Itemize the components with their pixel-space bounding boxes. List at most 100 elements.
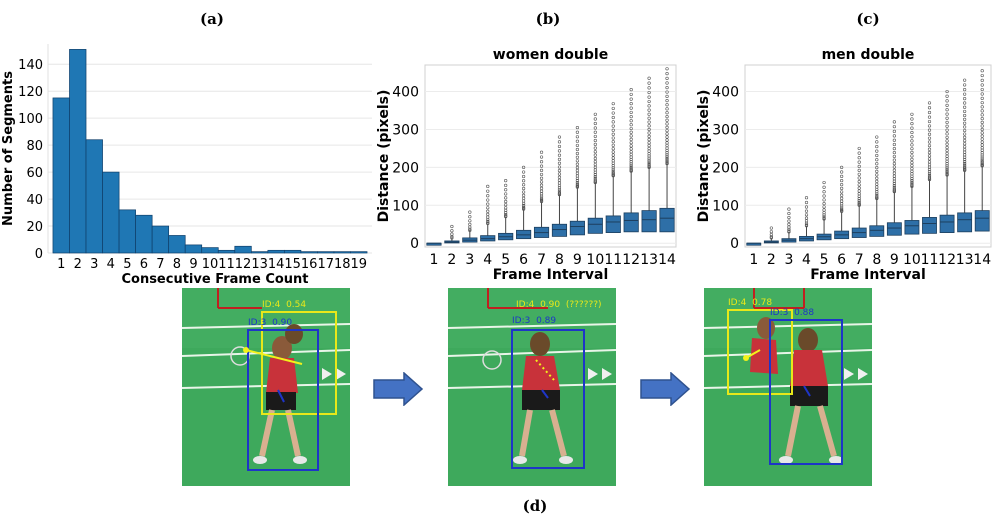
outlier-point-10 bbox=[593, 162, 597, 167]
outlier-point-14 bbox=[980, 87, 984, 92]
x-tick-label: 9 bbox=[189, 257, 197, 272]
outlier-point-3 bbox=[787, 222, 791, 226]
outlier-point-8 bbox=[557, 169, 562, 173]
panel-label-a: (a) bbox=[200, 10, 224, 28]
outlier-point-6 bbox=[840, 170, 844, 174]
outlier-point-10 bbox=[910, 122, 914, 126]
outlier-point-12 bbox=[945, 171, 949, 175]
outlier-point-5 bbox=[822, 198, 826, 202]
x-tick-label: 1 bbox=[430, 252, 439, 268]
outlier-point-5 bbox=[822, 190, 826, 194]
outlier-point-14 bbox=[980, 124, 984, 128]
outlier-point-11 bbox=[927, 160, 932, 164]
x-axis-title: Frame Interval bbox=[810, 267, 926, 283]
y-tick-label: 300 bbox=[392, 122, 419, 138]
box-9 bbox=[569, 220, 585, 236]
outlier-point-14 bbox=[665, 158, 669, 162]
outlier-point-12 bbox=[629, 134, 633, 138]
outlier-point-7 bbox=[539, 150, 544, 154]
outlier-point-14 bbox=[980, 134, 984, 138]
outlier-point-5 bbox=[504, 213, 508, 217]
arrow-icon-2 bbox=[640, 372, 691, 406]
outlier-point-11 bbox=[927, 132, 932, 136]
outlier-point-7 bbox=[857, 146, 861, 151]
outlier-point-2 bbox=[450, 224, 454, 229]
x-tick-label: 7 bbox=[855, 252, 864, 268]
tracking-frame-1: ID:4 0.54 ID:3 0.90 bbox=[182, 288, 350, 486]
outlier-point-8 bbox=[557, 135, 562, 139]
outlier-point-12 bbox=[629, 130, 633, 134]
outlier-point-8 bbox=[875, 173, 879, 177]
outlier-point-7 bbox=[857, 198, 861, 203]
frame-1-blue-label: ID:3 0.90 bbox=[248, 318, 293, 328]
outlier-point-14 bbox=[980, 92, 984, 96]
outlier-point-12 bbox=[629, 106, 633, 110]
outlier-point-10 bbox=[910, 150, 914, 154]
outlier-point-3 bbox=[468, 215, 472, 219]
outlier-point-14 bbox=[980, 73, 984, 78]
outlier-point-13 bbox=[963, 132, 967, 136]
bar-9 bbox=[184, 244, 203, 254]
outlier-point-14 bbox=[980, 96, 984, 101]
outlier-point-14 bbox=[665, 129, 669, 133]
outlier-point-13 bbox=[647, 156, 651, 160]
outlier-point-9 bbox=[575, 139, 579, 143]
outlier-point-9 bbox=[575, 162, 579, 166]
outlier-point-7 bbox=[857, 202, 861, 206]
outlier-point-10 bbox=[593, 178, 597, 182]
outlier-point-12 bbox=[945, 124, 949, 128]
outlier-point-4 bbox=[486, 206, 490, 210]
frame-2-blue-label: ID:3 0.89 bbox=[512, 316, 557, 326]
outlier-point-9 bbox=[892, 138, 896, 142]
outlier-point-13 bbox=[647, 137, 651, 142]
outlier-point-5 bbox=[504, 179, 508, 183]
outlier-point-4 bbox=[486, 184, 490, 188]
outlier-point-11 bbox=[611, 132, 615, 136]
outlier-point-4 bbox=[486, 189, 490, 193]
x-tick-label: 2 bbox=[447, 252, 456, 268]
x-tick-label: 3 bbox=[784, 252, 793, 268]
bar-6 bbox=[135, 214, 153, 254]
outlier-point-8 bbox=[557, 178, 562, 182]
outlier-point-10 bbox=[910, 139, 914, 143]
outlier-point-10 bbox=[593, 126, 597, 130]
outlier-point-14 bbox=[980, 83, 984, 87]
outlier-point-7 bbox=[857, 160, 861, 164]
outlier-point-6 bbox=[522, 193, 526, 197]
panel-label-c: (c) bbox=[856, 10, 880, 28]
outlier-point-7 bbox=[539, 196, 544, 200]
outlier-point-14 bbox=[665, 85, 669, 90]
outlier-point-5 bbox=[504, 199, 508, 204]
outlier-point-14 bbox=[980, 105, 984, 109]
arrow-icon-1 bbox=[373, 372, 424, 406]
outlier-point-12 bbox=[945, 112, 949, 116]
outlier-point-6 bbox=[840, 178, 844, 183]
outlier-point-5 bbox=[504, 203, 508, 207]
y-tick-label: 0 bbox=[35, 247, 43, 262]
outlier-point-8 bbox=[557, 149, 562, 153]
outlier-point-11 bbox=[611, 115, 615, 120]
outlier-point-10 bbox=[593, 146, 597, 150]
outlier-point-13 bbox=[963, 135, 967, 140]
y-axis-title: Distance (pixels) bbox=[376, 90, 392, 223]
outlier-point-14 bbox=[980, 101, 984, 105]
outlier-point-12 bbox=[945, 151, 949, 156]
bar-19 bbox=[350, 251, 368, 254]
outlier-point-5 bbox=[504, 183, 508, 187]
outlier-point-9 bbox=[892, 162, 896, 166]
x-tick-label: 2 bbox=[767, 252, 776, 268]
outlier-point-11 bbox=[611, 171, 615, 175]
x-tick-label: 5 bbox=[123, 257, 131, 272]
outlier-point-8 bbox=[557, 191, 562, 195]
outlier-point-11 bbox=[611, 150, 615, 154]
outlier-point-14 bbox=[980, 109, 984, 113]
x-tick-label: 8 bbox=[555, 252, 564, 268]
outlier-point-14 bbox=[980, 159, 984, 163]
outlier-point-6 bbox=[522, 179, 526, 183]
x-tick-label: 10 bbox=[903, 252, 921, 268]
outlier-point-2 bbox=[769, 226, 773, 230]
x-tick-label: 11 bbox=[604, 252, 622, 268]
outlier-point-12 bbox=[945, 142, 949, 146]
